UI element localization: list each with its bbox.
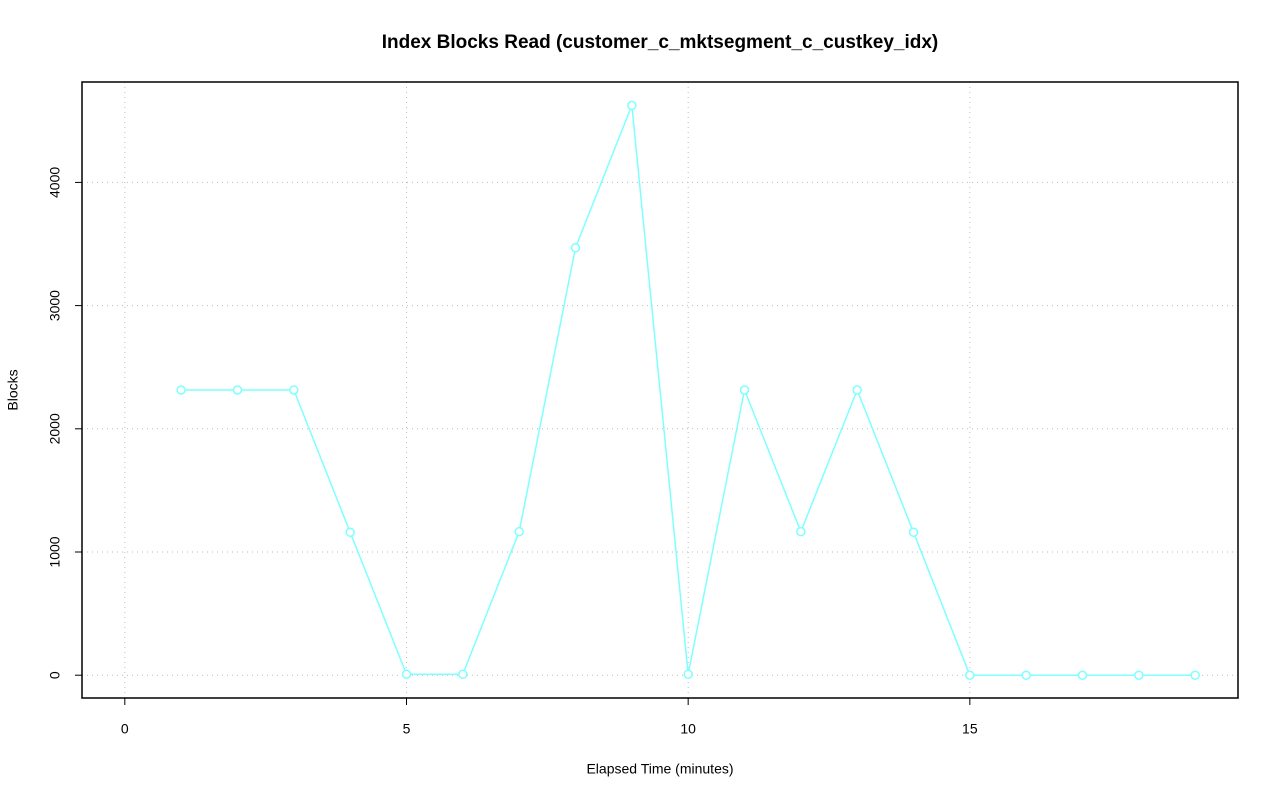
y-tick-label: 0 — [47, 671, 63, 679]
series-line — [181, 105, 1196, 676]
data-point — [176, 385, 186, 395]
data-point — [1077, 670, 1088, 680]
plot-frame — [81, 81, 1239, 699]
data-point — [401, 669, 412, 679]
data-point — [1134, 670, 1144, 680]
y-tick-label: 4000 — [47, 167, 63, 198]
x-tick-label: 15 — [962, 721, 978, 737]
data-point — [514, 526, 524, 537]
chart-title: Index Blocks Read (customer_c_mktsegment… — [382, 32, 939, 53]
data-point — [852, 385, 862, 395]
data-point — [345, 527, 355, 538]
data-point — [739, 385, 750, 395]
data-point — [1190, 670, 1200, 680]
x-axis-label: Elapsed Time (minutes) — [586, 761, 733, 777]
data-point — [908, 527, 919, 538]
data-point — [683, 669, 693, 679]
y-tick-label: 3000 — [47, 290, 63, 321]
data-point — [627, 100, 637, 111]
data-point — [570, 242, 581, 253]
x-tick-label: 0 — [121, 721, 129, 737]
data-point — [796, 526, 806, 537]
y-axis-label: Blocks — [5, 369, 21, 410]
y-tick-label: 2000 — [47, 413, 63, 444]
data-point — [1021, 670, 1031, 680]
x-tick-label: 5 — [403, 721, 411, 737]
x-tick-label: 10 — [680, 721, 696, 737]
data-point — [458, 669, 468, 679]
data-point — [289, 385, 299, 395]
y-tick-label: 1000 — [47, 536, 63, 567]
data-point — [965, 670, 975, 680]
data-point — [232, 385, 243, 395]
